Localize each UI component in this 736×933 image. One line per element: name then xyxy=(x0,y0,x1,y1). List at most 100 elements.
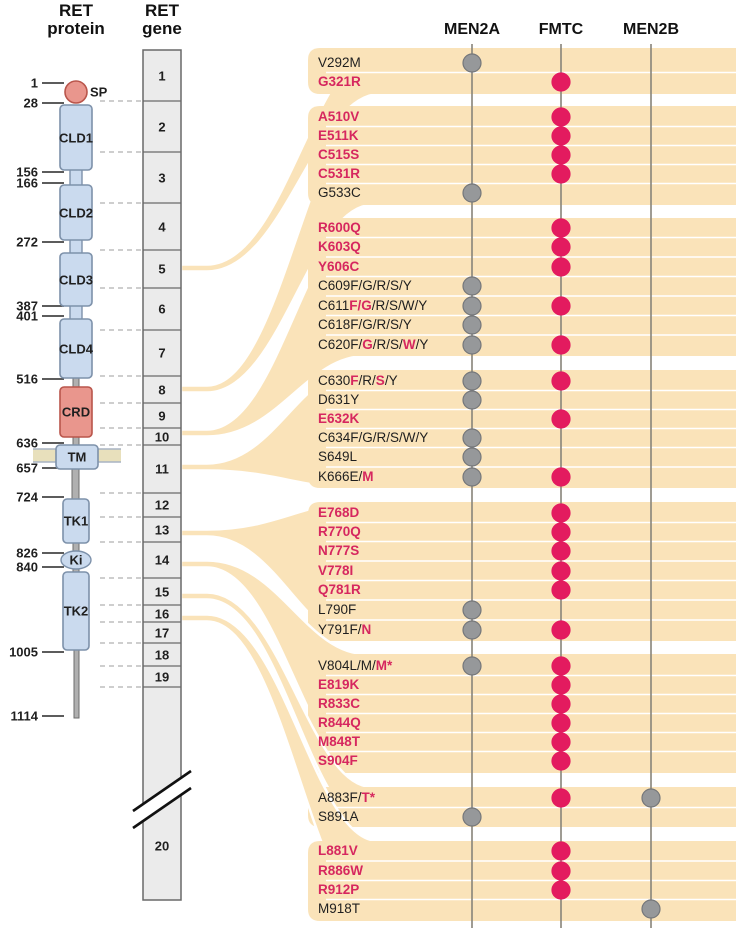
exon-label-20: 20 xyxy=(154,838,170,854)
mutation-dot-fmtc xyxy=(551,541,571,561)
mutation-label-segment: M* xyxy=(375,658,393,673)
mutation-label-segment: C515S xyxy=(318,147,360,162)
exon-label-11: 11 xyxy=(155,461,169,477)
mutation-label-segment: C630 xyxy=(318,373,351,388)
mutation-label-segment: L881V xyxy=(318,843,358,858)
mutation-label: R770Q xyxy=(318,523,361,541)
mutation-dot-fmtc xyxy=(551,467,571,487)
mutation-label: A883F/T* xyxy=(318,789,375,807)
mutation-label-segment: K603Q xyxy=(318,239,361,254)
residue-tick-label-401: 401 xyxy=(16,308,38,324)
protein-domain-label-tm: TM xyxy=(67,449,87,465)
protein-domain-crd xyxy=(59,386,93,438)
protein-domain-tm xyxy=(55,444,99,470)
mutation-label-segment: A510V xyxy=(318,109,360,124)
mutation-label: A510V xyxy=(318,108,359,126)
mutation-label-segment: R912P xyxy=(318,882,360,897)
mutation-dot-men2a xyxy=(462,620,482,640)
mutation-label-segment: G xyxy=(362,337,373,352)
mutation-dot-men2a xyxy=(462,807,482,827)
protein-column-title: RET protein xyxy=(47,2,105,38)
mutation-dot-fmtc xyxy=(551,694,571,714)
signal-peptide-circle xyxy=(64,80,88,104)
mutation-label-segment: C634F/G/R/S/W/Y xyxy=(318,430,429,445)
mutation-label: C630F/R/S/Y xyxy=(318,372,398,390)
mutation-label-segment: /R/S/W/Y xyxy=(371,298,428,313)
mutation-label: E511K xyxy=(318,127,359,145)
exon-label-16: 16 xyxy=(154,606,170,621)
mutation-label: M918T xyxy=(318,900,360,918)
exon-label-12: 12 xyxy=(154,497,170,513)
mutation-label-segment: K666E/ xyxy=(318,469,363,484)
mutation-dot-fmtc xyxy=(551,335,571,355)
mutation-dot-men2a xyxy=(462,390,482,410)
mutation-dot-fmtc xyxy=(551,732,571,752)
mutation-label: C609F/G/R/S/Y xyxy=(318,277,412,295)
mutation-label: G533C xyxy=(318,184,361,202)
exon-label-4: 4 xyxy=(158,219,166,234)
protein-title-line2: protein xyxy=(47,19,105,38)
column-header-fmtc: FMTC xyxy=(538,21,584,38)
exon-label-15: 15 xyxy=(154,584,170,599)
mutation-dot-fmtc xyxy=(551,788,571,808)
mutation-dot-fmtc xyxy=(551,145,571,165)
mutation-label: S904F xyxy=(318,752,358,770)
mutation-dot-fmtc xyxy=(551,841,571,861)
column-header-men2b: MEN2B xyxy=(622,21,680,38)
mutation-label-segment: D631Y xyxy=(318,392,360,407)
mutation-dot-men2a xyxy=(462,53,482,73)
protein-domain-ki xyxy=(60,550,92,570)
mutation-group-band xyxy=(308,106,736,205)
mutation-label: C620F/G/R/S/W/Y xyxy=(318,336,428,354)
mutation-label: D631Y xyxy=(318,391,359,409)
mutation-label-segment: L790F xyxy=(318,602,357,617)
mutation-label: M848T xyxy=(318,733,360,751)
mutation-label-segment: M xyxy=(362,469,374,484)
residue-tick-label-1114: 1114 xyxy=(10,708,39,724)
residue-tick-label-657: 657 xyxy=(16,460,38,476)
protein-domain-cld2 xyxy=(59,184,93,241)
residue-tick-label-1: 1 xyxy=(30,75,38,91)
mutation-label-segment: W xyxy=(402,337,416,352)
signal-peptide-label: SP xyxy=(90,84,108,100)
protein-domain-label-tk2: TK2 xyxy=(63,603,89,619)
mutation-dot-men2a xyxy=(462,296,482,316)
mutation-label: G321R xyxy=(318,73,361,91)
mutation-dot-fmtc xyxy=(551,237,571,257)
mutation-label-segment: A883F/ xyxy=(318,790,362,805)
mutation-label-segment: C618F/G/R/S/Y xyxy=(318,317,412,332)
mutation-label-segment: S904F xyxy=(318,753,358,768)
mutation-label-segment: R600Q xyxy=(318,220,361,235)
mutation-label-segment: Y606C xyxy=(318,259,360,274)
protein-domain-label-ki: Ki xyxy=(69,552,83,568)
protein-domain-cld4 xyxy=(59,318,93,379)
mutation-dot-fmtc xyxy=(551,522,571,542)
mutation-dot-men2a xyxy=(462,656,482,676)
mutation-group-band xyxy=(308,218,736,356)
mutation-dot-men2b xyxy=(641,788,661,808)
mutation-label-segment: /Y xyxy=(384,373,398,388)
mutation-label-segment: R886W xyxy=(318,863,364,878)
mutation-dot-fmtc xyxy=(551,107,571,127)
exon-label-9: 9 xyxy=(158,408,166,423)
gene-column-box xyxy=(142,49,182,901)
exon-label-8: 8 xyxy=(158,382,166,397)
exon-label-7: 7 xyxy=(158,345,166,361)
protein-backbone-stem xyxy=(73,647,80,719)
mutation-label: E819K xyxy=(318,676,359,694)
protein-domain-cld3 xyxy=(59,252,93,307)
mutation-dot-fmtc xyxy=(551,257,571,277)
mutation-label-segment: R770Q xyxy=(318,524,361,539)
mutation-dot-fmtc xyxy=(551,126,571,146)
residue-tick-label-636: 636 xyxy=(16,435,38,451)
mutation-dot-men2a xyxy=(462,428,482,448)
exon-label-14: 14 xyxy=(154,552,170,568)
mutation-group-band xyxy=(308,502,736,641)
mutation-label: Q781R xyxy=(318,581,361,599)
column-header-men2a: MEN2A xyxy=(443,21,501,38)
mutation-dot-men2b xyxy=(641,899,661,919)
mutation-label-segment: C611 xyxy=(318,298,350,313)
protein-domain-label-cld4: CLD4 xyxy=(59,341,93,356)
